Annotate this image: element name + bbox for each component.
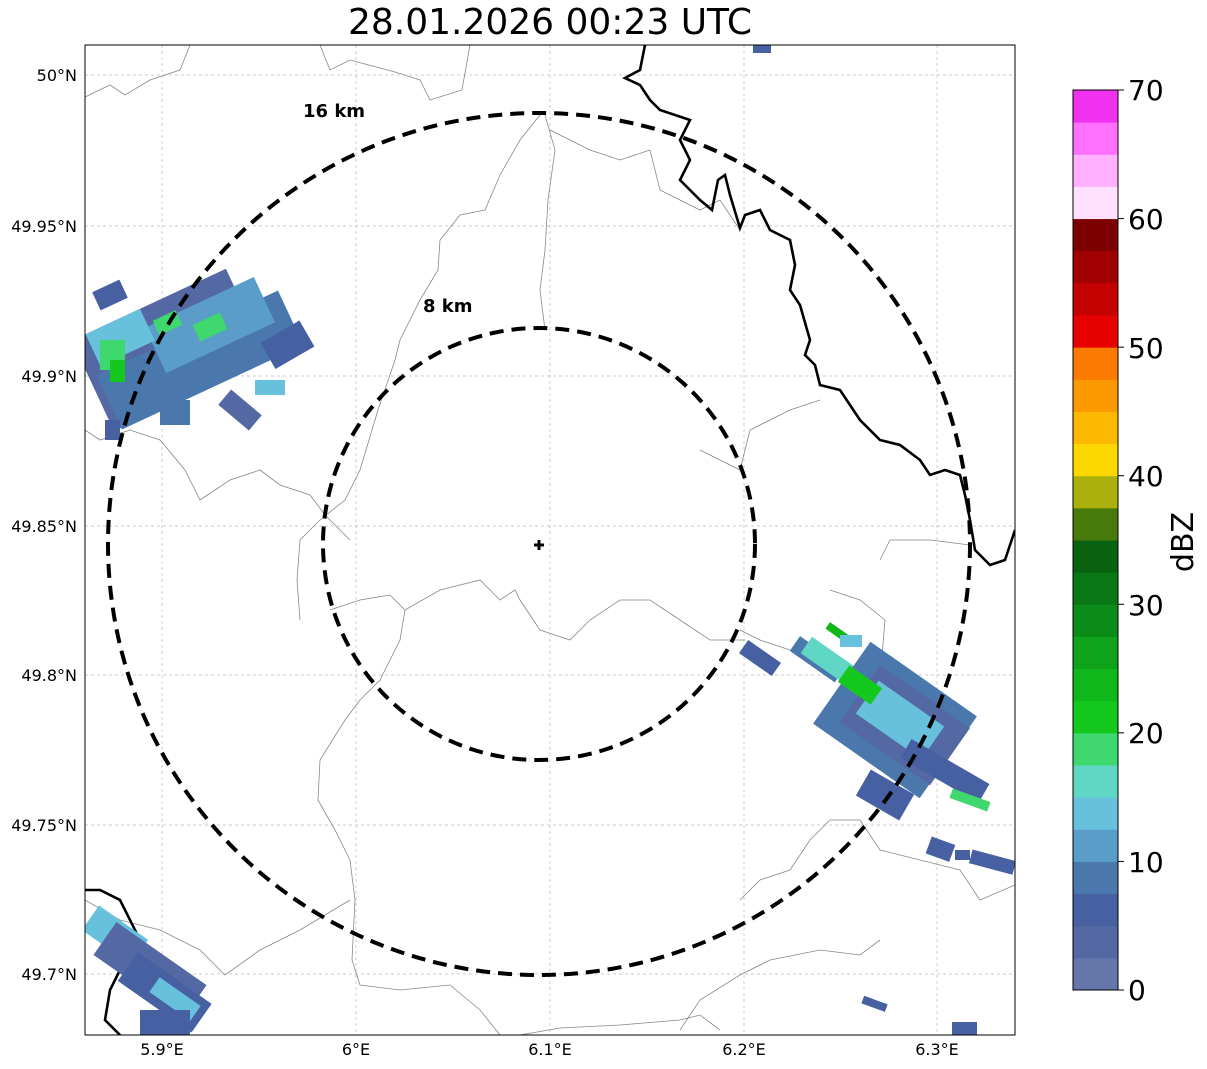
echo-cluster-sw <box>85 905 212 1035</box>
colorbar-segment <box>1073 186 1118 220</box>
lat-tick-label: 49.8°N <box>21 666 77 685</box>
radar-echoes <box>85 45 1015 1035</box>
colorbar-segment <box>1073 765 1118 798</box>
lat-tick-labels: 50°N 49.95°N 49.9°N 49.85°N 49.8°N 49.75… <box>11 66 77 984</box>
colorbar-segment <box>1073 861 1118 895</box>
colorbar-segment <box>1073 475 1118 509</box>
colorbar-segment <box>1073 700 1118 734</box>
lon-tick-label: 6.3°E <box>915 1040 959 1059</box>
lon-tick-label: 6.1°E <box>528 1040 572 1059</box>
echo-cluster-nw <box>85 268 315 440</box>
colorbar-segment <box>1073 507 1118 541</box>
lat-tick-label: 50°N <box>37 66 77 85</box>
colorbar-segment <box>1073 540 1118 573</box>
colorbar-tick-label: 30 <box>1128 589 1164 622</box>
plot-frame <box>84 44 1016 1036</box>
colorbar-frame <box>1072 89 1119 991</box>
colorbar-segment <box>1073 250 1118 284</box>
colorbar-segment <box>1073 604 1118 637</box>
colorbar-tick-label: 50 <box>1128 332 1164 365</box>
colorbar-segment <box>1073 636 1118 670</box>
range-ring-16km <box>106 111 972 977</box>
colorbar-tick-label: 0 <box>1128 974 1146 1007</box>
colorbar <box>1072 89 1124 991</box>
colorbar-segment <box>1073 732 1118 766</box>
colorbar-segment <box>1073 829 1118 862</box>
colorbar-tick-label: 40 <box>1128 460 1164 493</box>
colorbar-segment <box>1073 668 1118 702</box>
lat-tick-label: 49.9°N <box>21 367 77 386</box>
lat-tick-label: 49.95°N <box>11 217 77 236</box>
colorbar-segment <box>1073 90 1118 123</box>
echo-fragments <box>753 45 977 1035</box>
colorbar-segment <box>1073 315 1118 348</box>
colorbar-segment <box>1073 379 1118 412</box>
colorbar-label: dBZ <box>1166 512 1201 572</box>
colorbar-tick-label: 10 <box>1128 846 1164 879</box>
ring-label-16km: 16 km <box>303 101 365 122</box>
colorbar-tick-label: 70 <box>1128 74 1164 107</box>
lon-tick-label: 6.2°E <box>722 1040 766 1059</box>
colorbar-segment <box>1073 893 1118 927</box>
lat-tick-label: 49.75°N <box>11 816 77 835</box>
colorbar-tick-labels: 0 10 20 30 40 50 60 70 <box>1128 74 1164 1007</box>
colorbar-segment <box>1073 925 1118 959</box>
colorbar-segment <box>1073 347 1118 380</box>
colorbar-segment <box>1073 411 1118 445</box>
colorbar-segment <box>1073 957 1118 991</box>
lat-tick-label: 49.85°N <box>11 517 77 536</box>
map-title: 28.01.2026 00:23 UTC <box>347 2 753 43</box>
lon-tick-labels: 5.9°E 6°E 6.1°E 6.2°E 6.3°E <box>140 1040 959 1059</box>
colorbar-segment <box>1073 443 1118 477</box>
range-ring-8km <box>321 326 757 762</box>
grid-lines <box>85 45 1015 1035</box>
colorbar-tick-label: 20 <box>1128 717 1164 750</box>
lon-tick-label: 5.9°E <box>140 1040 184 1059</box>
colorbar-tick-label: 60 <box>1128 203 1164 236</box>
colorbar-segment <box>1073 797 1118 830</box>
colorbar-segment <box>1073 122 1118 155</box>
colorbar-segment <box>1073 218 1118 252</box>
lat-tick-label: 49.7°N <box>21 965 77 984</box>
radar-site-marker <box>534 540 544 550</box>
colorbar-segment <box>1073 282 1118 316</box>
lon-tick-label: 6°E <box>342 1040 370 1059</box>
colorbar-segment <box>1073 572 1118 605</box>
ring-label-8km: 8 km <box>423 296 473 317</box>
colorbar-segment <box>1073 154 1118 187</box>
